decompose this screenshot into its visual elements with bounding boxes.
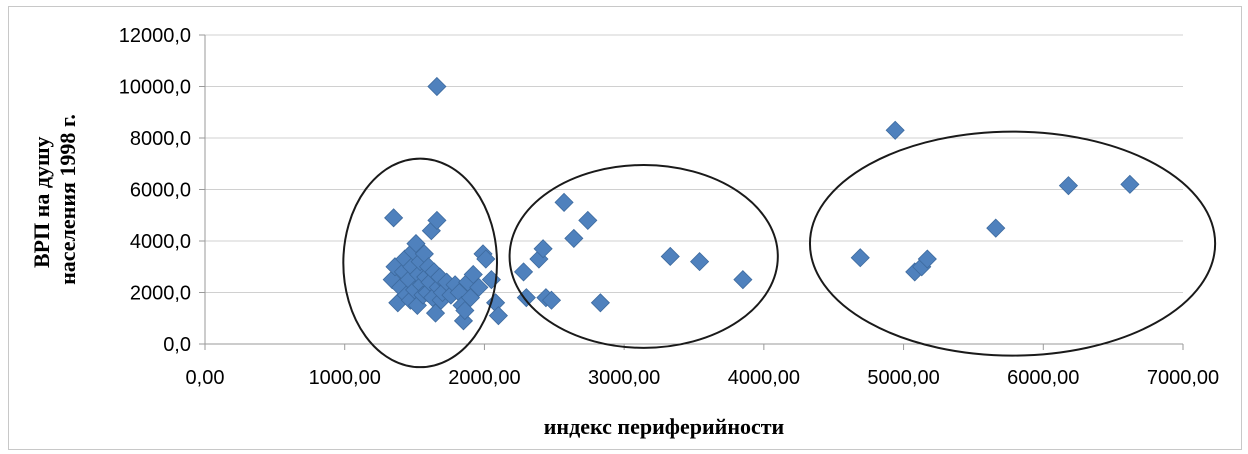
data-point xyxy=(427,76,447,97)
y-axis-title: ВРП на душу населения 1998 г. xyxy=(29,114,80,285)
y-tick-label: 10000,0 xyxy=(119,77,191,99)
data-point xyxy=(660,246,680,267)
y-tick-label: 6000,0 xyxy=(130,180,191,202)
y-tick-label: 0,0 xyxy=(163,334,191,356)
x-tick-label: 5000,00 xyxy=(867,367,939,389)
data-point xyxy=(488,306,508,326)
data-point xyxy=(554,192,574,212)
data-point xyxy=(533,239,553,259)
data-point xyxy=(460,288,481,308)
scatter-chart: 0,0 2000,0 4000,0 6000,0 8000,0 10000,0 12000,… xyxy=(29,25,1219,439)
data-point xyxy=(885,120,905,140)
tick-labels: 0,0 2000,0 4000,0 6000,0 8000,0 10000,0 12000,… xyxy=(119,25,1219,389)
data-point xyxy=(1120,174,1140,194)
y-axis-title-line-1: ВРП на душу xyxy=(29,136,54,268)
data-point xyxy=(578,210,598,230)
x-tick-label: 0,00 xyxy=(186,367,225,389)
x-axis-title: индекс периферийности xyxy=(544,414,785,439)
x-tick-label: 7000,00 xyxy=(1147,367,1219,389)
x-tick-label: 1000,00 xyxy=(309,367,381,389)
data-point xyxy=(917,249,937,269)
data-points xyxy=(382,76,1140,331)
gridlines xyxy=(205,34,1183,293)
data-point xyxy=(564,228,584,248)
data-point xyxy=(1058,176,1079,196)
data-point xyxy=(516,288,536,308)
data-point xyxy=(986,218,1006,238)
data-point xyxy=(690,252,710,272)
cluster-ellipse xyxy=(508,164,779,349)
y-tick-label: 12000,0 xyxy=(119,25,191,47)
data-point xyxy=(384,208,404,228)
data-point xyxy=(733,270,753,290)
data-point xyxy=(469,277,489,297)
data-point xyxy=(513,262,534,282)
x-tick-label: 4000,00 xyxy=(728,367,800,389)
axes xyxy=(199,34,1184,350)
y-tick-label: 4000,0 xyxy=(130,231,191,253)
y-tick-label: 8000,0 xyxy=(130,128,191,150)
y-axis-title-line-2: населения 1998 г. xyxy=(55,114,80,285)
data-point xyxy=(406,234,426,254)
data-point xyxy=(476,249,496,269)
x-tick-label: 2000,00 xyxy=(448,367,520,389)
data-point xyxy=(850,248,870,268)
cluster-ellipse xyxy=(342,157,499,369)
data-point xyxy=(541,290,562,310)
x-tick-label: 6000,00 xyxy=(1007,367,1079,389)
data-point xyxy=(590,293,610,313)
cluster-annotations xyxy=(342,130,1217,369)
data-point xyxy=(427,210,447,230)
x-tick-label: 3000,00 xyxy=(588,367,660,389)
y-tick-label: 2000,0 xyxy=(130,283,191,305)
cluster-ellipse xyxy=(808,130,1217,357)
chart-frame: 0,0 2000,0 4000,0 6000,0 8000,0 10000,0 12000,… xyxy=(8,6,1242,450)
